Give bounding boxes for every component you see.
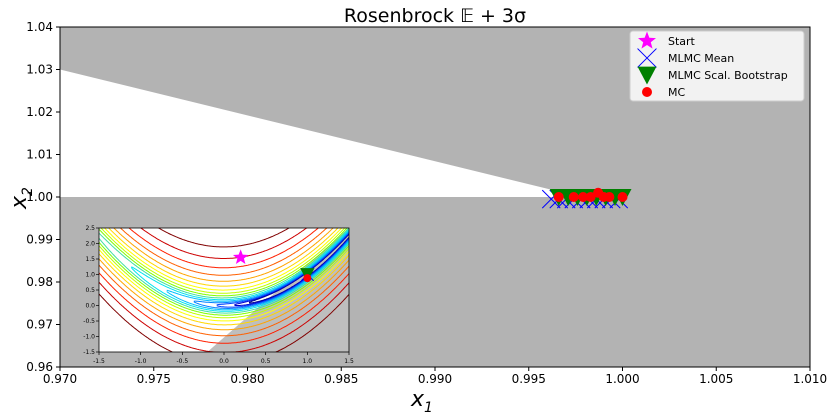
y-tick-label: 1.02 <box>26 105 53 119</box>
contour-line <box>131 229 349 301</box>
inset-y-tick-label: -0.5 <box>83 318 95 325</box>
contour-line <box>99 293 349 352</box>
contour-line <box>99 258 349 331</box>
y-tick-label: 0.98 <box>26 275 53 289</box>
contour-line <box>157 228 290 248</box>
y-tick-label: 1.00 <box>26 190 53 204</box>
inset-y-tick-label: 1.0 <box>85 272 95 279</box>
contour-line <box>99 237 349 314</box>
contour-line <box>99 281 349 352</box>
contour-line <box>234 237 349 306</box>
inset-y-tick-label: 0.5 <box>85 287 95 294</box>
contour-line <box>99 272 349 344</box>
legend-mc-marker <box>642 87 652 97</box>
y-tick-label: 0.96 <box>26 360 53 374</box>
inset-y-tick-label: 2.0 <box>85 241 95 248</box>
inset-y-tick-label: -1.0 <box>83 334 95 341</box>
contour-line <box>140 228 308 259</box>
x-axis-label-subscript: 1 <box>424 400 433 415</box>
y-tick-label: 1.04 <box>26 20 53 34</box>
contour-line <box>216 238 349 308</box>
mc-marker <box>617 192 628 202</box>
legend-label: MC <box>668 86 685 99</box>
x-tick-label: 1.000 <box>605 372 639 386</box>
inset-x-tick-label: 1.5 <box>344 358 354 365</box>
contour-line <box>113 228 334 282</box>
inset-x-tick-label: 0.0 <box>219 358 229 365</box>
x-tick-label: 1.005 <box>699 372 733 386</box>
contour-line <box>99 264 349 337</box>
inset-start-marker <box>232 249 249 264</box>
contour-line <box>128 228 319 269</box>
legend: Start MLMC Mean MLMC Scal. Bootstrap MC <box>629 30 805 102</box>
inset-contours <box>99 228 349 352</box>
contour-line <box>166 230 349 302</box>
inset-x-tick-label: 0.5 <box>261 358 271 365</box>
y-tick-label: 1.01 <box>26 148 53 162</box>
inset-y-tick-label: 1.5 <box>85 256 95 263</box>
x-tick-label: 0.985 <box>324 372 358 386</box>
contour-line <box>99 228 349 299</box>
x-tick-label: 1.010 <box>793 372 827 386</box>
inset-x-tick-label: -1.0 <box>135 358 147 365</box>
data-markers <box>541 187 632 209</box>
x-tick-label: 0.990 <box>418 372 452 386</box>
inset-y-tick-label: -1.5 <box>83 349 95 356</box>
y-tick-label: 0.99 <box>26 233 53 247</box>
y-tick-label: 0.97 <box>26 318 53 332</box>
legend-label: MLMC Scal. Bootstrap <box>668 69 788 82</box>
mc-marker <box>604 192 615 202</box>
inset-x-tick-label: 1.0 <box>303 358 313 365</box>
y-axis-label-subscript: 2 <box>20 187 36 196</box>
contour-line <box>119 228 328 276</box>
x-axis-label: x1 <box>410 387 433 415</box>
inset-y-tick-label: 0.0 <box>85 303 95 310</box>
mc-marker <box>568 192 579 202</box>
contour-line <box>166 240 349 311</box>
inset-mc-marker <box>303 274 312 283</box>
y-tick-label: 1.03 <box>26 63 53 77</box>
inset-y-tick-label: 2.5 <box>85 225 95 232</box>
legend-label: MLMC Mean <box>668 52 734 65</box>
x-tick-label: 0.970 <box>43 372 77 386</box>
mc-marker <box>553 192 564 202</box>
x-tick-label: 0.980 <box>230 372 264 386</box>
inset-x-tick-label: -1.5 <box>93 358 105 365</box>
contour-line <box>130 241 349 312</box>
mc-marker <box>585 192 596 202</box>
contour-line <box>99 249 349 322</box>
y-axis-label: x2 <box>7 187 36 210</box>
legend-mlmc-bootstrap-marker <box>637 66 657 85</box>
legend-label: Start <box>668 35 696 48</box>
feasible-region <box>60 69 582 197</box>
x-tick-label: 0.975 <box>137 372 171 386</box>
x-axis-ticks: 0.970 0.975 0.980 0.985 0.990 0.995 1.000 1.005… <box>43 367 827 386</box>
inset-contour-plot: -1.5 -1.0 -0.5 0.0 0.5 1.0 1.5 -1.5 -1.0 -0.5 0.0 0… <box>83 225 354 365</box>
chart-title: Rosenbrock 𝔼 + 3σ <box>344 5 526 27</box>
x-tick-label: 0.995 <box>512 372 546 386</box>
contour-line <box>99 253 349 326</box>
contour-line <box>103 228 343 291</box>
contour-line <box>100 228 346 294</box>
contour-line <box>99 241 349 316</box>
contour-line <box>193 231 349 304</box>
legend-box <box>629 30 805 102</box>
y-axis-ticks: 0.96 0.97 0.98 0.99 1.00 1.01 1.02 1.03 1.04 <box>26 20 60 374</box>
legend-start-marker <box>638 31 656 49</box>
mc-marker <box>578 192 589 202</box>
contour-line <box>107 228 339 287</box>
contour-line <box>193 239 349 309</box>
contour-line <box>99 228 348 297</box>
inset-x-tick-label: -0.5 <box>176 358 188 365</box>
contour-line <box>234 233 349 306</box>
legend-mlmc-mean-marker <box>637 48 657 68</box>
contour-line <box>216 232 349 306</box>
contour-line <box>99 245 349 319</box>
